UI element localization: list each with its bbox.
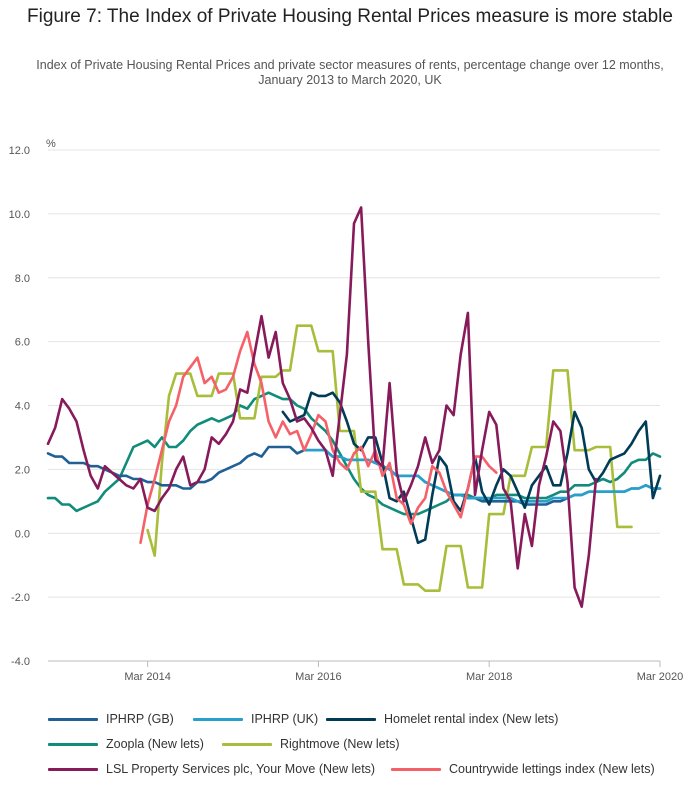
y-axis-label: % (46, 138, 56, 150)
x-tick-label: Mar 2018 (466, 671, 512, 683)
y-tick-label: 12.0 (9, 145, 30, 157)
x-tick-label: Mar 2014 (124, 671, 170, 683)
legend-swatch (391, 767, 441, 771)
series-line-1 (302, 448, 662, 503)
x-tick-label: Mar 2020 (637, 671, 683, 683)
legend-swatch (48, 717, 98, 721)
y-tick-label: -2.0 (11, 592, 30, 604)
legend-item: Homelet rental index (New lets) (326, 712, 558, 726)
x-axis: Mar 2014 Mar 2016 Mar 2018 Mar 2020 (124, 661, 683, 683)
legend-swatch (222, 742, 272, 746)
y-tick-label: 8.0 (15, 273, 30, 285)
y-tick-label: 10.0 (9, 209, 30, 221)
legend-label: LSL Property Services plc, Your Move (Ne… (106, 762, 376, 776)
y-axis: 12.0 10.0 8.0 6.0 4.0 2.0 0.0 -2.0 -4.0 (9, 145, 30, 668)
legend-item: Countrywide lettings index (New lets) (391, 762, 655, 776)
legend-label: Rightmove (New lets) (280, 737, 400, 751)
legend-label: Countrywide lettings index (New lets) (449, 762, 655, 776)
legend-label: Zoopla (New lets) (106, 737, 204, 751)
series-line-3 (46, 391, 662, 516)
x-tick-label: Mar 2016 (295, 671, 341, 683)
gridlines (48, 149, 660, 662)
legend-item: LSL Property Services plc, Your Move (Ne… (48, 762, 375, 776)
legend-label: Homelet rental index (New lets) (384, 712, 559, 726)
series-line-4 (146, 324, 633, 592)
chart-subtitle: Index of Private Housing Rental Prices a… (36, 58, 664, 87)
legend-label: IPHRP (UK) (251, 712, 319, 726)
legend-item: IPHRP (GB) (48, 712, 174, 726)
chart-title: Figure 7: The Index of Private Housing R… (27, 6, 673, 27)
series-lines (46, 206, 662, 608)
series-line-6 (139, 330, 498, 545)
y-tick-label: -4.0 (11, 656, 30, 668)
legend-label: IPHRP (GB) (106, 712, 174, 726)
legend-swatch (48, 767, 98, 771)
y-tick-label: 4.0 (15, 401, 30, 413)
legend-item: IPHRP (UK) (193, 712, 318, 726)
line-chart: 12.0 10.0 8.0 6.0 4.0 2.0 0.0 -2.0 -4.0 Mar 2014… (9, 138, 684, 683)
legend-swatch (48, 742, 98, 746)
y-tick-label: 6.0 (15, 337, 30, 349)
legend-swatch (193, 717, 243, 721)
legend-swatch (326, 717, 376, 721)
y-tick-label: 0.0 (15, 528, 30, 540)
series-line-5 (46, 206, 598, 608)
legend-item: Rightmove (New lets) (222, 737, 399, 751)
legend-item: Zoopla (New lets) (48, 737, 204, 751)
y-tick-label: 2.0 (15, 464, 30, 476)
